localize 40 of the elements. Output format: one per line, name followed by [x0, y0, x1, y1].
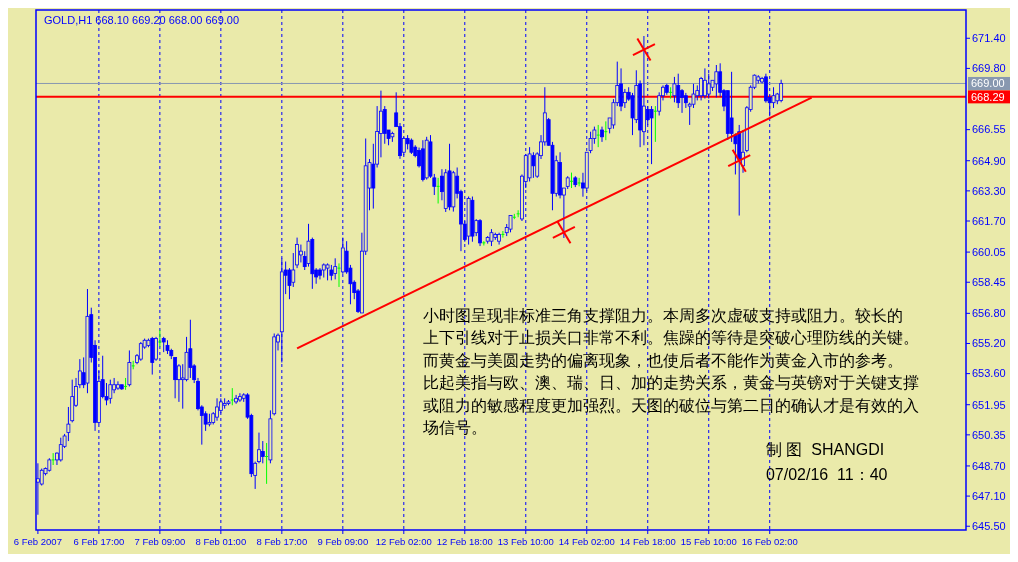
x-tick-label: 12 Feb 02:00 — [375, 536, 432, 547]
x-tick-label: 6 Feb 17:00 — [73, 536, 125, 547]
annotation: 而黄金与美圆走势的偏离现象，也使后者不能作为黄金入市的参考。 — [422, 351, 903, 370]
chart-title: GOLD,H1 668.10 669.20 668.00 669.00 — [44, 14, 240, 26]
annotation: 07/02/16 11：40 — [765, 465, 888, 483]
y-tick-label: 658.45 — [972, 276, 1006, 289]
y-tick-label: 661.70 — [972, 214, 1006, 227]
x-tick-label: 6 Feb 2007 — [13, 536, 62, 547]
y-tick-label: 648.70 — [972, 459, 1006, 472]
y-tick-label: 653.60 — [972, 367, 1006, 380]
y-tick-label: 651.95 — [972, 398, 1006, 411]
x-tick-label: 8 Feb 17:00 — [256, 536, 308, 547]
ref-line-label: 669.00 — [971, 77, 1005, 90]
x-tick-label: 12 Feb 18:00 — [436, 536, 493, 547]
y-tick-label: 663.30 — [972, 184, 1006, 197]
annotation: 上下引线对于止损关口非常不利。焦躁的等待是突破心理防线的关键。 — [422, 329, 919, 348]
x-tick-label: 16 Feb 02:00 — [741, 536, 798, 547]
y-tick-label: 650.35 — [972, 428, 1006, 441]
x-tick-label: 14 Feb 18:00 — [619, 536, 676, 547]
x-tick-label: 14 Feb 02:00 — [558, 536, 615, 547]
annotation: 场信号。 — [421, 419, 487, 438]
y-tick-label: 656.80 — [972, 307, 1006, 320]
annotation: 小时图呈现非标准三角支撑阻力。本周多次虚破支持或阻力。较长的 — [422, 306, 903, 325]
annotation: 比起美指与欧、澳、瑞、日、加的走势关系，黄金与英镑对于关键支撑 — [422, 374, 919, 393]
x-tick-label: 13 Feb 10:00 — [497, 536, 554, 547]
y-tick-label: 669.80 — [972, 62, 1006, 75]
y-tick-label: 666.55 — [972, 123, 1006, 136]
y-tick-label: 671.40 — [972, 32, 1006, 45]
y-tick-label: 660.05 — [972, 245, 1006, 258]
ref-line-label: 668.29 — [971, 90, 1005, 103]
x-tick-label: 15 Feb 10:00 — [680, 536, 737, 547]
x-tick-label: 9 Feb 09:00 — [317, 536, 369, 547]
y-tick-label: 664.90 — [972, 154, 1006, 167]
y-tick-label: 655.20 — [972, 337, 1006, 350]
y-tick-label: 647.10 — [972, 489, 1006, 502]
annotation: 制 图 SHANGDI — [765, 440, 885, 458]
x-tick-label: 7 Feb 09:00 — [134, 536, 186, 547]
y-tick-label: 645.50 — [972, 520, 1006, 533]
annotation: 或阻力的敏感程度更加强烈。天图的破位与第二日的确认才是有效的入 — [422, 396, 919, 415]
x-tick-label: 8 Feb 01:00 — [195, 536, 247, 547]
